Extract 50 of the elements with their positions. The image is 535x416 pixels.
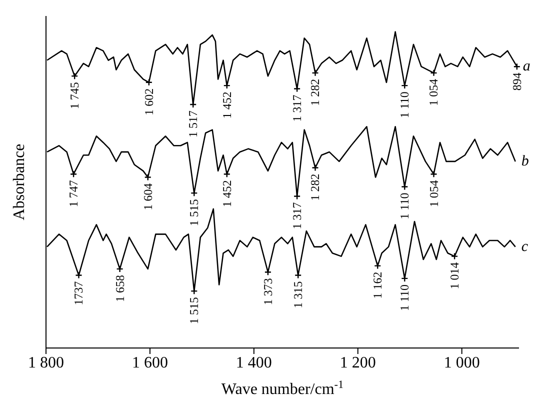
annotation: 1 373 [260, 278, 275, 306]
annotation: 1 602 [142, 88, 156, 116]
annotation: 1 515 [187, 199, 202, 226]
annotation: 1 604 [140, 183, 155, 210]
point [223, 170, 230, 178]
point [312, 69, 319, 77]
point [312, 164, 319, 172]
annotation: 1 110 [398, 92, 412, 118]
annotation: 1 658 [112, 274, 127, 302]
point [264, 268, 272, 276]
annotation: 1 745 [68, 82, 82, 110]
annotation: 894 [510, 72, 524, 91]
point [450, 252, 458, 260]
x-tick-label: 1 800 [28, 354, 64, 372]
annotation: 1 515 [187, 297, 202, 324]
annotation: 1 452 [220, 180, 234, 208]
point [75, 272, 82, 279]
series-label: c [521, 238, 528, 255]
point [430, 69, 438, 77]
annotation: 1 054 [426, 180, 441, 208]
annotation: 1 110 [398, 284, 412, 311]
annotation: 1737 [72, 281, 86, 306]
annotation: 1 452 [220, 92, 234, 119]
x-tick-label: 1 000 [444, 354, 480, 372]
x-axis-title: Wave number/cm$^{-1}$ [221, 379, 344, 398]
series-label: a [522, 58, 530, 75]
annotation: 1 517 [186, 110, 200, 138]
annotation: 1 162 [370, 272, 385, 299]
annotation: 1 317 [290, 202, 304, 230]
x-tick-label: 1 200 [340, 354, 376, 372]
annotation: 1 054 [426, 78, 441, 106]
annotation: 1 110 [398, 192, 412, 220]
point [116, 265, 124, 273]
annotation: 1 014 [448, 262, 462, 290]
x-tick-label: 1 400 [236, 354, 272, 372]
annotation: 1 282 [308, 78, 322, 106]
series-label: b [521, 153, 530, 170]
point [374, 262, 382, 270]
annotation: 1 282 [308, 174, 322, 201]
annotation: 1 317 [290, 94, 304, 122]
y-axis-title: Absorbance [11, 144, 28, 220]
point [145, 78, 153, 86]
point [144, 174, 152, 181]
annotation: 1 315 [291, 281, 306, 308]
point [293, 192, 301, 200]
point [70, 72, 78, 80]
x-tick-label: 1 600 [132, 354, 168, 372]
point [70, 170, 78, 178]
point [430, 170, 438, 178]
annotation: 1 747 [66, 180, 81, 208]
